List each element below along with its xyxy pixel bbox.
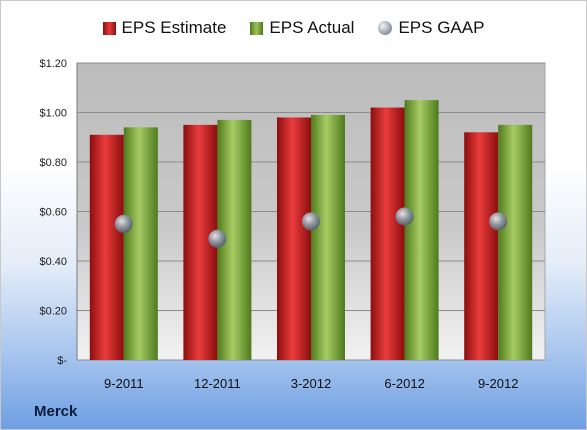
x-tick-label: 9-2011 [104, 376, 144, 391]
bar-eps-actual [404, 100, 439, 360]
y-tick-label: $0.80 [39, 157, 67, 169]
x-tick-label: 9-2012 [478, 376, 518, 391]
bar-eps-estimate [277, 117, 311, 360]
point-eps-gaap [395, 207, 414, 226]
legend-label-actual: EPS Actual [269, 18, 355, 37]
y-tick-label: $0.20 [39, 306, 67, 318]
point-eps-gaap [302, 212, 320, 231]
legend-marker-gaap [378, 21, 393, 35]
legend-swatch-actual [250, 21, 264, 35]
x-tick-label: 3-2012 [291, 376, 331, 391]
y-tick-label: $1.00 [39, 108, 67, 120]
y-tick-label: $0.40 [39, 256, 67, 268]
legend-item-actual: EPS Actual [250, 18, 354, 38]
y-tick-label: $- [57, 355, 67, 367]
chart-legend: EPS Estimate EPS Actual EPS GAAP [1, 18, 586, 38]
y-tick-label: $1.20 [39, 58, 67, 70]
legend-label-gaap: EPS GAAP [398, 18, 485, 37]
bar-eps-estimate [370, 107, 405, 360]
bar-eps-actual [311, 114, 345, 360]
bar-eps-estimate [89, 134, 124, 360]
company-name: Merck [34, 403, 78, 420]
bar-eps-actual [498, 124, 533, 360]
legend-item-estimate: EPS Estimate [102, 18, 227, 38]
legend-swatch-estimate [102, 21, 116, 35]
legend-item-gaap: EPS GAAP [378, 18, 484, 38]
bar-eps-actual [123, 127, 158, 360]
point-eps-gaap [208, 229, 227, 248]
point-eps-gaap [114, 214, 133, 233]
point-eps-gaap [489, 212, 508, 231]
bar-eps-estimate [464, 132, 499, 360]
legend-label-estimate: EPS Estimate [121, 18, 227, 37]
x-tick-label: 12-2011 [194, 376, 241, 391]
y-tick-label: $0.60 [39, 207, 67, 219]
x-tick-label: 6-2012 [384, 376, 424, 391]
